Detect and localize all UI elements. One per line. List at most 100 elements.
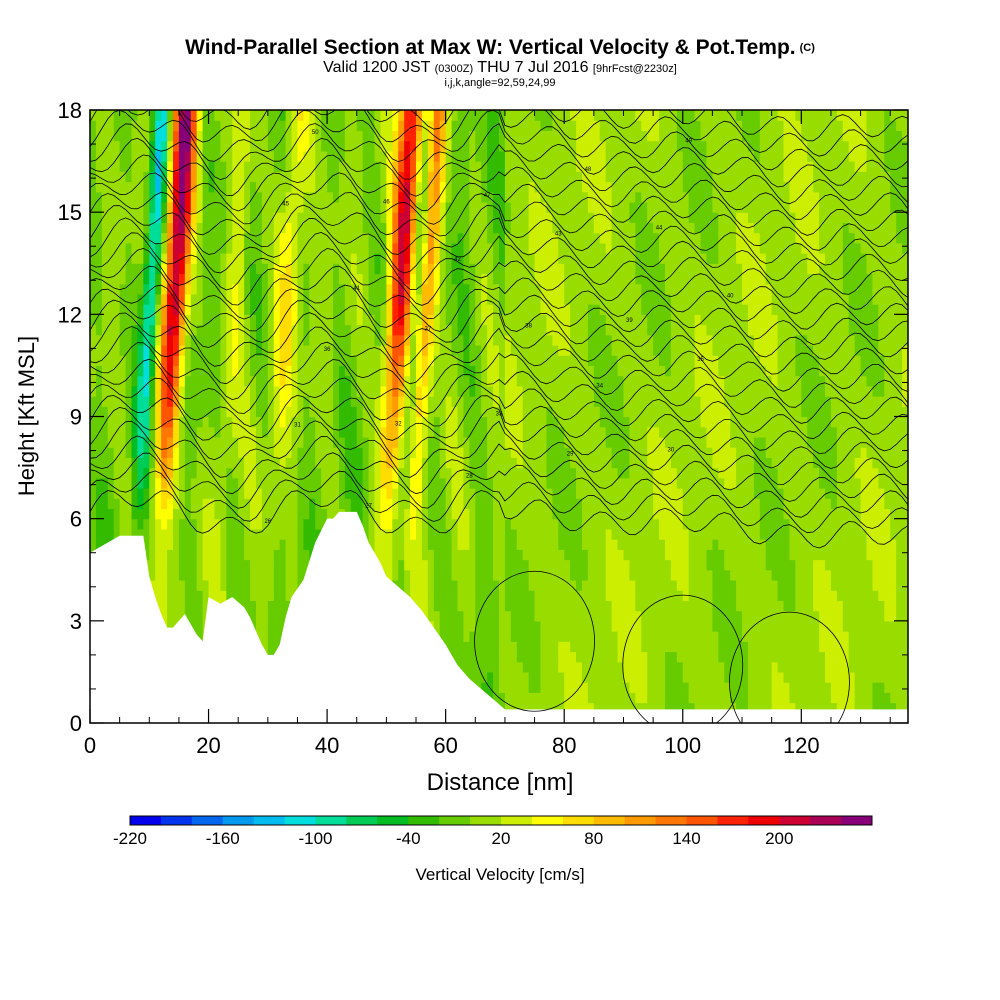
velocity-cell [338, 498, 346, 510]
velocity-cell [380, 304, 387, 315]
velocity-cell [416, 447, 423, 458]
velocity-cell [291, 334, 299, 346]
velocity-cell [558, 416, 565, 428]
velocity-cell [380, 181, 387, 193]
velocity-cell [386, 181, 393, 193]
velocity-cell [172, 385, 180, 397]
velocity-cell [427, 549, 435, 561]
velocity-cell [398, 385, 405, 397]
velocity-cell [386, 508, 393, 520]
velocity-cell [540, 201, 548, 213]
velocity-cell [493, 671, 500, 683]
velocity-cell [410, 365, 417, 377]
velocity-cell [107, 344, 115, 356]
velocity-cell [392, 324, 399, 336]
velocity-cell [220, 161, 227, 172]
velocity-cell [214, 549, 222, 561]
velocity-cell [172, 191, 180, 203]
velocity-cell [404, 549, 411, 561]
velocity-cell [451, 365, 459, 377]
velocity-cell [463, 355, 470, 367]
velocity-cell [309, 171, 316, 183]
velocity-cell [190, 242, 198, 254]
velocity-cell [315, 130, 322, 142]
velocity-cell [238, 457, 245, 469]
velocity-cell [552, 344, 559, 356]
velocity-cell [250, 457, 257, 469]
velocity-cell [255, 150, 263, 162]
velocity-cell [404, 416, 411, 428]
velocity-cell [190, 161, 198, 172]
velocity-cell [167, 201, 174, 213]
velocity-cell [499, 110, 506, 121]
velocity-cell [172, 365, 180, 377]
velocity-cell [297, 406, 304, 418]
velocity-cell [161, 324, 168, 336]
velocity-cell [398, 283, 405, 295]
velocity-cell [439, 416, 447, 428]
velocity-cell [178, 436, 186, 448]
velocity-cell [344, 161, 352, 172]
velocity-cell [392, 375, 399, 387]
velocity-cell [362, 314, 370, 326]
velocity-cell [416, 508, 423, 520]
velocity-cell [196, 436, 204, 448]
velocity-cell [250, 293, 257, 305]
velocity-cell [350, 263, 358, 275]
velocity-cell [291, 375, 299, 387]
velocity-cell [534, 569, 542, 581]
velocity-cell [558, 130, 565, 142]
velocity-cell [534, 161, 542, 172]
velocity-cell [267, 201, 275, 213]
velocity-cell [416, 110, 423, 121]
velocity-cell [303, 457, 310, 469]
velocity-cell [546, 620, 553, 632]
velocity-cell [451, 600, 459, 612]
velocity-cell [267, 253, 275, 264]
velocity-cell [540, 416, 548, 428]
velocity-cell [137, 457, 144, 469]
velocity-cell [220, 498, 227, 510]
velocity-cell [279, 304, 287, 315]
velocity-cell [244, 191, 251, 203]
velocity-cell [172, 324, 180, 336]
velocity-cell [119, 242, 127, 254]
velocity-cell [137, 365, 144, 377]
velocity-cell [510, 682, 518, 693]
velocity-cell [558, 528, 565, 540]
velocity-cell [267, 549, 275, 561]
velocity-cell [410, 191, 417, 203]
velocity-cell [190, 508, 198, 520]
velocity-cell [285, 590, 293, 601]
velocity-cell [172, 508, 180, 520]
velocity-cell [214, 385, 222, 397]
velocity-cell [499, 181, 506, 193]
velocity-cell [510, 498, 518, 510]
velocity-cell [232, 161, 239, 172]
velocity-cell [564, 130, 571, 142]
velocity-cell [344, 140, 352, 152]
velocity-cell [95, 130, 103, 142]
velocity-cell [238, 283, 245, 295]
velocity-cell [380, 426, 387, 438]
velocity-cell [178, 559, 186, 571]
velocity-cell [119, 498, 127, 510]
velocity-cell [167, 181, 174, 193]
velocity-cell [516, 682, 524, 693]
velocity-cell [410, 253, 417, 264]
velocity-cell [273, 385, 281, 397]
velocity-cell [338, 304, 346, 315]
velocity-cell [457, 385, 465, 397]
velocity-cell [522, 212, 530, 223]
velocity-cell [220, 518, 227, 530]
velocity-cell [546, 682, 553, 693]
velocity-cell [167, 467, 174, 479]
velocity-cell [214, 457, 222, 469]
velocity-cell [451, 232, 459, 244]
velocity-cell [445, 314, 453, 326]
velocity-cell [178, 447, 186, 458]
velocity-cell [255, 406, 263, 418]
velocity-cell [285, 569, 293, 581]
velocity-cell [546, 212, 553, 223]
velocity-cell [481, 314, 488, 326]
